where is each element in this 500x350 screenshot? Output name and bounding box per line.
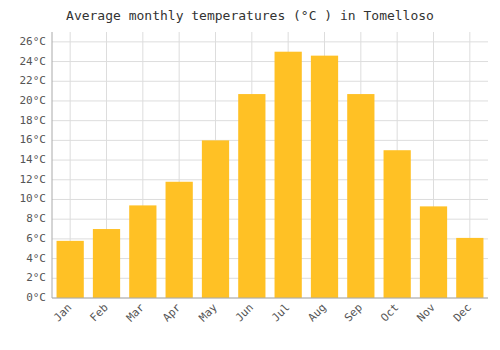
y-tick-label: 26°C (20, 35, 47, 48)
x-tick-label: Dec (451, 301, 474, 324)
x-tick-label: May (196, 301, 220, 325)
title: Average monthly temperatures (°C ) in To… (66, 8, 434, 23)
y-grid-line (52, 199, 488, 200)
bar (166, 182, 193, 298)
grid (52, 32, 488, 298)
x-tick-label: Nov (414, 301, 438, 325)
y-grid-line (52, 160, 488, 161)
y-tick-label: 8°C (26, 212, 46, 225)
bar (57, 241, 84, 298)
bar (384, 150, 411, 298)
y-grid-line (52, 81, 488, 82)
chart-container: 0°C 2°C 4°C 6°C 8°C 10°C 12°C 14°C 16°C 18°C 20°C 2… (0, 0, 500, 350)
x-tick-label: Apr (160, 301, 184, 325)
y-tick-label: 4°C (26, 252, 46, 265)
bar (275, 52, 302, 298)
x-axis-line (52, 298, 488, 299)
x-tick-label: Oct (378, 301, 401, 324)
y-tick-label: 2°C (26, 271, 46, 284)
y-grid-line (52, 140, 488, 141)
bar (129, 205, 156, 298)
bar (311, 56, 338, 298)
y-tick-label: 14°C (20, 153, 47, 166)
y-grid-line (52, 41, 488, 42)
x-tick-label: Feb (87, 301, 110, 324)
bar (93, 229, 120, 298)
bar (238, 94, 265, 298)
y-grid-line (52, 61, 488, 62)
y-grid-line (52, 179, 488, 180)
x-tick-label: Mar (124, 301, 148, 325)
bars (57, 52, 484, 298)
y-tick-label: 6°C (26, 232, 46, 245)
x-tick-label: Jul (269, 301, 292, 324)
y-tick-label: 16°C (20, 133, 47, 146)
bar (456, 238, 483, 298)
chart-svg: 0°C 2°C 4°C 6°C 8°C 10°C 12°C 14°C 16°C 18°C 20°C 2… (0, 0, 500, 350)
x-tick-label: Jan (51, 301, 74, 324)
y-tick-label: 20°C (20, 94, 47, 107)
y-tick-label: 10°C (20, 192, 47, 205)
bar (420, 206, 447, 298)
y-axis-line (52, 32, 53, 298)
x-tick-label: Sep (342, 301, 365, 324)
x-tick-label: Jun (233, 301, 256, 324)
y-tick-label: 18°C (20, 114, 47, 127)
y-tick-label: 24°C (20, 55, 47, 68)
y-tick-label: 22°C (20, 74, 47, 87)
x-tick-label: Aug (305, 301, 328, 324)
y-grid-line (52, 120, 488, 121)
bar (202, 140, 229, 298)
y-tick-label: 12°C (20, 173, 47, 186)
y-grid-line (52, 100, 488, 101)
axes: 0°C 2°C 4°C 6°C 8°C 10°C 12°C 14°C 16°C 18°C 20°C 2… (20, 32, 489, 324)
y-tick-label: 0°C (26, 291, 46, 304)
y-grid-line (52, 298, 488, 299)
bar (347, 94, 374, 298)
